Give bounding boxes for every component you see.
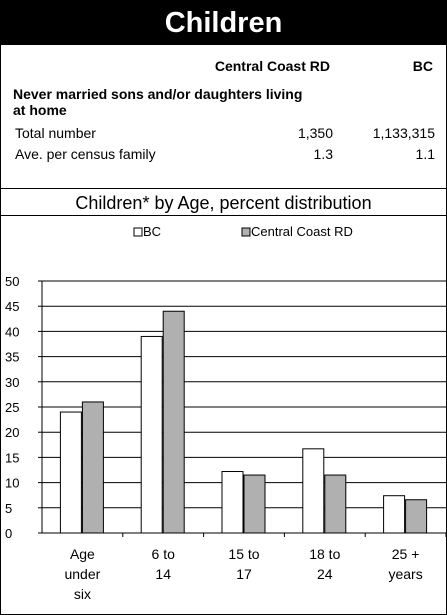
column-header-province: BC <box>412 58 433 74</box>
bar <box>162 310 185 534</box>
y-tick-label: 15 <box>5 450 19 465</box>
legend-swatch <box>133 227 143 237</box>
cell-region-avg: 1.3 <box>313 146 333 162</box>
bar <box>324 474 347 534</box>
y-tick-label: 40 <box>5 324 19 339</box>
legend-swatch <box>241 227 251 237</box>
cell-prov-total: 1,133,315 <box>372 125 435 141</box>
cell-prov-avg: 1.1 <box>415 146 435 162</box>
bar <box>405 499 428 534</box>
bar <box>243 474 266 534</box>
section-title: Children <box>1 1 446 45</box>
y-tick-label: 25 <box>5 400 19 415</box>
x-tick-label: 18 to <box>309 546 340 562</box>
y-tick-label: 45 <box>5 299 19 314</box>
x-tick-label: under <box>64 566 100 582</box>
chart-title: Children* by Age, percent distribution <box>75 193 372 213</box>
legend-label: BC <box>143 224 161 239</box>
row-group-label: Never married sons and/or daughters livi… <box>13 86 303 118</box>
y-tick-label: 30 <box>5 375 19 390</box>
x-tick-label: 15 to <box>228 546 259 562</box>
y-tick-label: 50 <box>5 274 19 289</box>
legend-label: Central Coast RD <box>251 224 353 239</box>
bar <box>221 471 244 534</box>
x-tick-label: years <box>388 566 422 582</box>
bar <box>81 401 104 534</box>
x-tick-label: 25 + <box>392 546 420 562</box>
bar <box>383 495 406 534</box>
x-tick-label: 17 <box>236 566 252 582</box>
x-tick-label: six <box>74 586 91 602</box>
x-tick-label: Age <box>70 546 95 562</box>
divider <box>1 188 446 189</box>
y-tick-label: 0 <box>5 526 12 541</box>
bar <box>59 411 82 534</box>
cell-region-total: 1,350 <box>297 125 333 141</box>
bar-chart: BC Central Coast RD 0 5 10 15 20 25 30 35 40 45 50 Ag… <box>5 224 446 602</box>
y-tick-label: 20 <box>5 425 19 440</box>
y-tick-label: 35 <box>5 350 19 365</box>
divider <box>1 215 446 216</box>
bar <box>302 448 325 534</box>
y-tick-label: 10 <box>5 476 19 491</box>
x-tick-label: 6 to <box>152 546 176 562</box>
row-label: Ave. per census family <box>15 146 156 162</box>
bar <box>140 335 163 534</box>
row-label: Total number <box>15 125 96 141</box>
y-tick-label: 5 <box>5 501 12 516</box>
x-tick-label: 24 <box>317 566 333 582</box>
column-header-region: Central Coast RD <box>214 58 330 74</box>
x-tick-label: 14 <box>155 566 171 582</box>
